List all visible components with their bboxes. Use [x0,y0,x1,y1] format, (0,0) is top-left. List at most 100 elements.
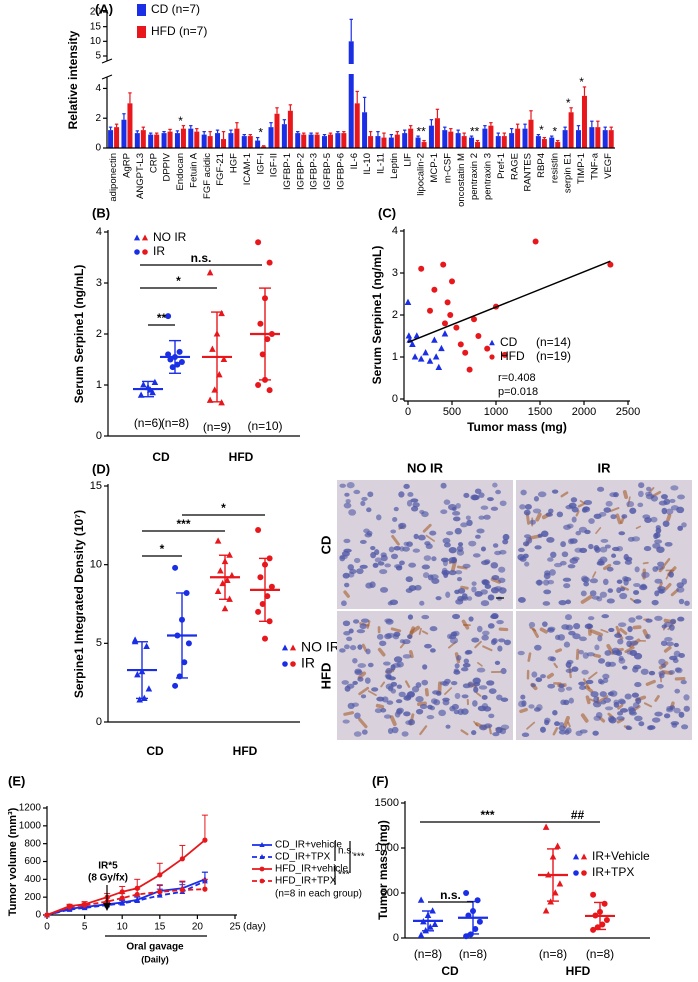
nucleus [582,506,591,513]
nucleus [345,499,351,504]
bar [608,130,614,148]
nucleus [385,683,394,690]
nucleus [475,534,481,539]
stain [419,725,428,736]
stain [645,679,656,686]
nucleus [604,544,611,549]
bar [268,127,274,148]
stain [654,695,660,702]
significance: * [539,123,544,137]
nucleus [403,541,409,546]
nucleus [500,667,507,675]
marker [214,587,222,594]
y-tick-label: 1 [96,379,102,391]
nucleus [372,562,379,568]
nucleus [543,572,551,580]
annotation: Oral gavage [126,942,184,953]
nucleus [353,557,361,564]
nucleus [627,625,633,633]
stain [567,721,571,728]
nucleus [471,494,480,501]
nucleus [376,633,384,640]
nucleus [460,667,469,672]
stain [460,729,469,736]
nucleus [673,707,681,714]
nucleus [455,503,461,509]
stain [425,534,435,542]
nucleus [394,711,401,718]
nucleus [440,509,448,515]
n-label: (n=8) [539,947,567,961]
bar [194,131,200,148]
marker [404,298,412,305]
nucleus [547,627,555,633]
nucleus [445,724,451,729]
marker [431,286,438,293]
nucleus [549,656,557,662]
nucleus [677,525,683,531]
y-tick-label: 0 [392,393,398,405]
nucleus [426,715,435,720]
nucleus [604,650,612,656]
x-tick-label: pentraxin 2 [469,153,480,200]
nucleus [482,579,489,585]
x-tick-label: 10 [117,922,129,933]
nucleus [351,702,359,707]
bar [354,103,360,148]
nucleus [379,587,389,593]
bar [221,139,227,148]
marker [417,355,425,362]
bar [381,137,387,148]
nucleus [643,546,652,552]
nucleus [560,699,567,706]
nucleus [628,617,636,623]
stain [358,717,368,729]
nucleus [487,497,494,502]
nucleus [655,527,662,534]
nucleus [568,697,574,704]
x-tick-label: m-CSF [442,153,453,183]
nucleus [610,514,617,520]
nucleus [583,581,590,587]
nucleus [550,551,557,558]
nucleus [520,694,526,700]
nucleus [554,721,560,727]
bar [402,133,408,148]
stain [598,716,606,723]
marker [447,312,454,318]
nucleus [668,669,675,675]
x-tick-label: TNF-a [589,152,600,180]
marker [427,307,433,314]
nucleus [359,564,368,569]
marker [134,897,141,903]
bar [602,130,608,148]
stain [555,648,563,653]
stain [615,513,622,525]
x-tick-label: HFD [566,964,591,978]
stain [643,702,653,708]
annotation: IR*5 [98,861,118,872]
nucleus [537,491,547,498]
nucleus [498,638,506,643]
panel-label: (F) [372,773,389,788]
nucleus [678,711,685,718]
marker [405,332,413,339]
nucleus [379,640,387,647]
nucleus [572,633,581,640]
nucleus [462,563,471,569]
nucleus [401,731,409,737]
legend-swatch [137,4,146,16]
nucleus [374,557,382,563]
nucleus [670,485,679,491]
significance: * [566,96,571,110]
nucleus [377,561,385,566]
stat-label: p=0.018 [498,386,538,398]
bar [368,136,374,148]
bar [140,130,146,148]
stain [375,703,385,709]
nucleus [570,497,578,503]
bar [314,134,320,148]
marker [484,345,491,352]
nucleus [498,587,507,594]
legend-label: IR+TPX [592,865,634,879]
